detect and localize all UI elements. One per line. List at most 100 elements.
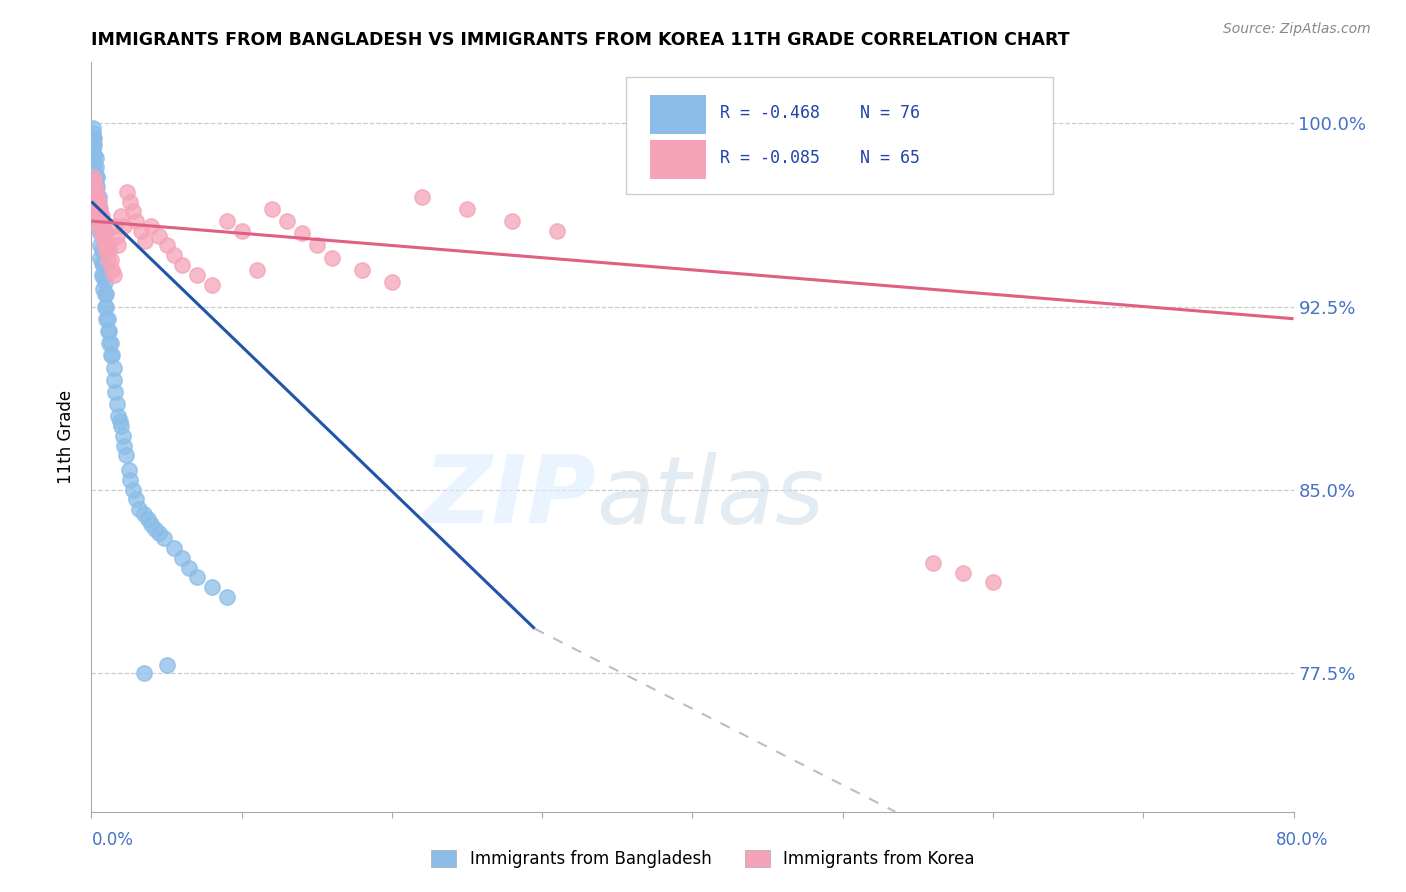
Point [93, 219, 115, 233]
Point [117, 185, 139, 199]
Point [115, 449, 138, 463]
Text: 80.0%: 80.0% [1277, 831, 1329, 849]
Point [93, 258, 115, 272]
Point [83, 199, 105, 213]
Point [84, 194, 107, 209]
Point [101, 348, 124, 362]
Point [141, 516, 163, 531]
Point [107, 238, 129, 252]
Point [122, 483, 145, 497]
Point [122, 204, 145, 219]
Y-axis label: 11th Grade: 11th Grade [58, 390, 76, 484]
Point [276, 214, 298, 228]
Point [83, 155, 105, 169]
Point [501, 214, 523, 228]
Point [87, 221, 110, 235]
Point [86, 180, 108, 194]
Point [87, 189, 110, 203]
Point [125, 214, 148, 228]
Point [148, 526, 170, 541]
Point [84, 161, 107, 175]
Point [82, 182, 104, 196]
Point [94, 275, 117, 289]
Point [103, 268, 125, 282]
Text: 0.0%: 0.0% [91, 831, 134, 849]
Text: Source: ZipAtlas.com: Source: ZipAtlas.com [1223, 22, 1371, 37]
Point [350, 263, 373, 277]
Point [96, 287, 118, 301]
Point [456, 202, 478, 216]
Text: R = -0.468    N = 76: R = -0.468 N = 76 [720, 104, 920, 122]
Point [186, 268, 208, 282]
Point [291, 227, 314, 241]
Point [84, 207, 107, 221]
Point [89, 251, 111, 265]
Point [111, 429, 134, 443]
Point [84, 170, 107, 185]
Point [83, 175, 105, 189]
Point [186, 570, 208, 584]
Point [87, 199, 110, 213]
Point [96, 244, 118, 258]
Point [231, 224, 253, 238]
Text: ZIP: ZIP [423, 451, 596, 543]
Text: atlas: atlas [596, 451, 824, 542]
Point [148, 228, 170, 243]
Point [246, 263, 269, 277]
Text: R = -0.085    N = 65: R = -0.085 N = 65 [720, 149, 920, 168]
Point [97, 324, 120, 338]
Point [110, 209, 132, 223]
Point [922, 556, 945, 570]
Point [93, 231, 115, 245]
Point [87, 207, 110, 221]
Point [84, 189, 107, 203]
Point [83, 187, 105, 202]
Point [89, 202, 111, 216]
Point [82, 136, 104, 150]
Point [87, 211, 110, 226]
Point [93, 282, 115, 296]
Point [84, 178, 107, 192]
Point [170, 258, 193, 272]
Point [82, 141, 104, 155]
Point [103, 373, 125, 387]
Point [120, 194, 142, 209]
Point [97, 311, 120, 326]
Point [90, 244, 112, 258]
Point [82, 121, 104, 136]
Point [952, 566, 974, 580]
Point [96, 300, 118, 314]
Point [100, 253, 122, 268]
Point [98, 324, 121, 338]
Point [114, 439, 136, 453]
Point [90, 221, 112, 235]
Point [201, 277, 224, 292]
Point [86, 204, 108, 219]
Point [101, 263, 124, 277]
Point [97, 238, 120, 252]
Point [83, 148, 105, 162]
Point [132, 665, 155, 680]
Point [89, 227, 111, 241]
Point [86, 189, 108, 203]
Point [83, 131, 105, 145]
Point [155, 238, 177, 252]
Point [132, 507, 155, 521]
Point [107, 409, 129, 424]
Text: IMMIGRANTS FROM BANGLADESH VS IMMIGRANTS FROM KOREA 11TH GRADE CORRELATION CHART: IMMIGRANTS FROM BANGLADESH VS IMMIGRANTS… [91, 31, 1070, 49]
Legend: Immigrants from Bangladesh, Immigrants from Korea: Immigrants from Bangladesh, Immigrants f… [425, 843, 981, 875]
Point [128, 502, 150, 516]
Point [118, 463, 141, 477]
Point [201, 580, 224, 594]
Point [86, 189, 108, 203]
Point [411, 189, 433, 203]
Point [82, 170, 104, 185]
Point [215, 214, 238, 228]
Point [89, 214, 111, 228]
Point [90, 268, 112, 282]
Point [381, 275, 404, 289]
Point [86, 199, 108, 213]
Point [82, 131, 104, 145]
Point [93, 270, 115, 285]
Point [96, 311, 118, 326]
